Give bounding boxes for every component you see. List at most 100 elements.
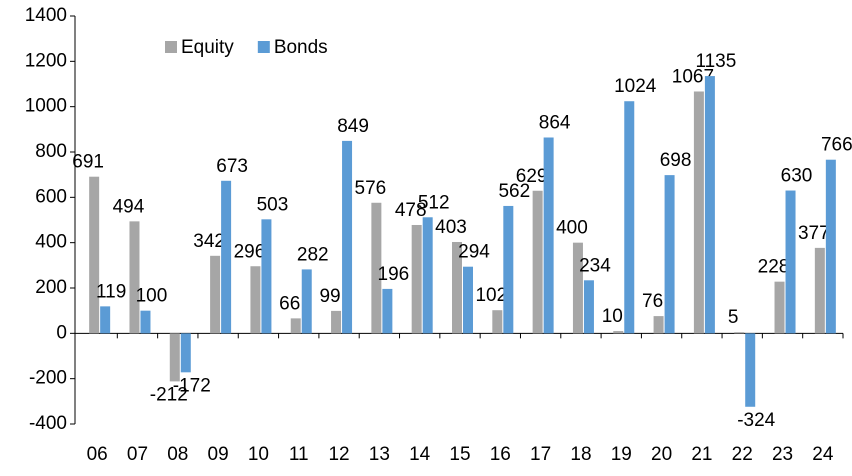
bar	[261, 219, 272, 334]
bar	[492, 310, 503, 334]
data-label: 576	[355, 178, 387, 199]
data-label: 629	[516, 166, 548, 187]
bar	[100, 306, 111, 334]
x-tick-label: 09	[208, 444, 229, 465]
data-label: 478	[395, 200, 427, 221]
bar	[89, 176, 100, 334]
data-label: 282	[297, 244, 329, 265]
x-tick-label: 15	[449, 444, 470, 465]
data-label: 119	[96, 281, 126, 302]
data-label: 512	[418, 192, 450, 213]
bar	[814, 247, 825, 334]
bar	[543, 137, 554, 334]
x-tick-label: 06	[87, 444, 108, 465]
bar	[664, 175, 675, 334]
bar	[250, 266, 261, 334]
bar	[169, 333, 180, 382]
y-tick-label: 200	[35, 277, 67, 298]
data-label: 503	[257, 194, 289, 215]
y-tick-label: 800	[35, 141, 67, 162]
x-tick-label: 17	[530, 444, 551, 465]
bar	[342, 140, 353, 334]
x-tick-label: 14	[409, 444, 431, 465]
bar	[411, 224, 422, 334]
bar	[745, 333, 756, 407]
data-label: 296	[234, 241, 266, 262]
x-tick-label: 21	[691, 444, 712, 465]
bar	[140, 310, 151, 334]
x-tick-label: 18	[570, 444, 591, 465]
data-label: 562	[498, 181, 530, 202]
data-label: 342	[193, 231, 225, 252]
data-label: -324	[737, 410, 775, 431]
y-tick-label: 1000	[25, 96, 67, 117]
data-label: 849	[337, 116, 369, 137]
y-tick-label: 1400	[25, 5, 67, 26]
data-label: 294	[458, 242, 490, 263]
bar	[774, 281, 785, 334]
bar	[422, 217, 433, 334]
x-tick-label: 22	[732, 444, 753, 465]
data-label: 99	[319, 286, 340, 307]
bar	[463, 266, 473, 334]
x-tick-label: 07	[127, 444, 148, 465]
data-label: 10	[602, 306, 623, 327]
bar	[290, 318, 301, 334]
data-label: -172	[173, 375, 211, 396]
bar	[180, 333, 191, 373]
bar	[583, 280, 594, 334]
y-tick-label: -400	[29, 413, 67, 434]
data-label: 1024	[614, 76, 657, 97]
bar	[734, 332, 745, 334]
y-tick-label: 1200	[25, 50, 67, 71]
data-label: 673	[216, 156, 248, 177]
data-label: 494	[113, 196, 145, 217]
data-label: 766	[821, 135, 852, 156]
data-label: 196	[378, 264, 410, 285]
data-label: 100	[136, 286, 168, 307]
data-label: 1067	[672, 66, 714, 87]
bar	[221, 180, 232, 334]
data-label: 698	[660, 150, 692, 171]
x-tick-label: 13	[369, 444, 390, 465]
data-label: 403	[435, 217, 467, 238]
data-label: 400	[556, 218, 588, 239]
bar	[129, 221, 140, 334]
y-tick-label: 0	[56, 322, 67, 343]
legend-label: Equity	[181, 37, 234, 58]
data-label: -212	[150, 384, 188, 405]
y-tick-label: 400	[35, 232, 67, 253]
data-label: 691	[72, 152, 104, 173]
x-tick-label: 24	[812, 444, 834, 465]
x-tick-label: 08	[167, 444, 188, 465]
bar	[503, 205, 514, 334]
x-tick-label: 16	[490, 444, 511, 465]
bar	[572, 242, 583, 334]
legend-label: Bonds	[274, 37, 328, 58]
bar	[210, 255, 221, 334]
x-tick-label: 19	[611, 444, 632, 465]
bar	[785, 190, 796, 334]
bar	[825, 159, 836, 334]
data-label: 1135	[695, 51, 736, 72]
legend-swatch	[165, 41, 177, 53]
data-label: 630	[781, 166, 813, 187]
bar	[331, 310, 342, 334]
legend-swatch	[257, 41, 270, 53]
bar	[704, 76, 715, 334]
x-tick-label: 11	[289, 444, 309, 465]
data-label: 377	[798, 223, 830, 244]
x-tick-label: 12	[328, 444, 349, 465]
bar	[693, 91, 704, 334]
data-label: 864	[539, 113, 571, 134]
bar	[653, 316, 664, 334]
x-tick-label: 23	[772, 444, 793, 465]
bar	[301, 269, 312, 334]
data-label: 76	[642, 291, 663, 312]
data-label: 102	[475, 285, 507, 306]
data-label: 228	[758, 257, 790, 278]
y-tick-label: 600	[35, 186, 67, 207]
y-tick-label: -200	[29, 368, 67, 389]
bar	[382, 288, 393, 334]
